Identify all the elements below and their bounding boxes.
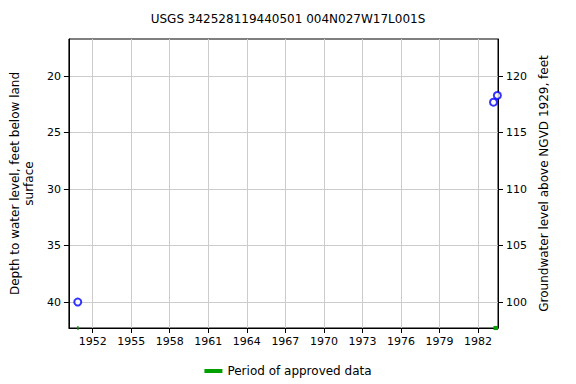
svg-text:1955: 1955 <box>117 335 145 348</box>
svg-text:25: 25 <box>47 126 61 139</box>
svg-text:1970: 1970 <box>310 335 338 348</box>
svg-text:40: 40 <box>47 296 61 309</box>
svg-text:1967: 1967 <box>271 335 299 348</box>
svg-text:1958: 1958 <box>156 335 184 348</box>
svg-text:35: 35 <box>47 239 61 252</box>
svg-text:USGS 342528119440501 004N027W1: USGS 342528119440501 004N027W17L001S <box>151 12 426 26</box>
svg-text:surface: surface <box>22 161 36 205</box>
svg-text:1961: 1961 <box>194 335 222 348</box>
svg-text:120: 120 <box>506 70 527 83</box>
svg-text:1964: 1964 <box>233 335 261 348</box>
svg-text:Depth to water level, feet bel: Depth to water level, feet below land <box>8 72 22 295</box>
svg-text:Groundwater level above NGVD 1: Groundwater level above NGVD 1929, feet <box>537 55 551 312</box>
svg-text:1979: 1979 <box>426 335 454 348</box>
svg-text:20: 20 <box>47 70 61 83</box>
svg-text:1973: 1973 <box>348 335 376 348</box>
svg-text:100: 100 <box>506 296 527 309</box>
svg-text:110: 110 <box>506 183 527 196</box>
svg-text:115: 115 <box>506 126 527 139</box>
svg-text:1976: 1976 <box>387 335 415 348</box>
svg-text:1982: 1982 <box>464 335 492 348</box>
svg-text:Period of approved data: Period of approved data <box>227 364 371 378</box>
svg-text:30: 30 <box>47 183 61 196</box>
svg-text:105: 105 <box>506 239 527 252</box>
svg-text:1952: 1952 <box>79 335 107 348</box>
